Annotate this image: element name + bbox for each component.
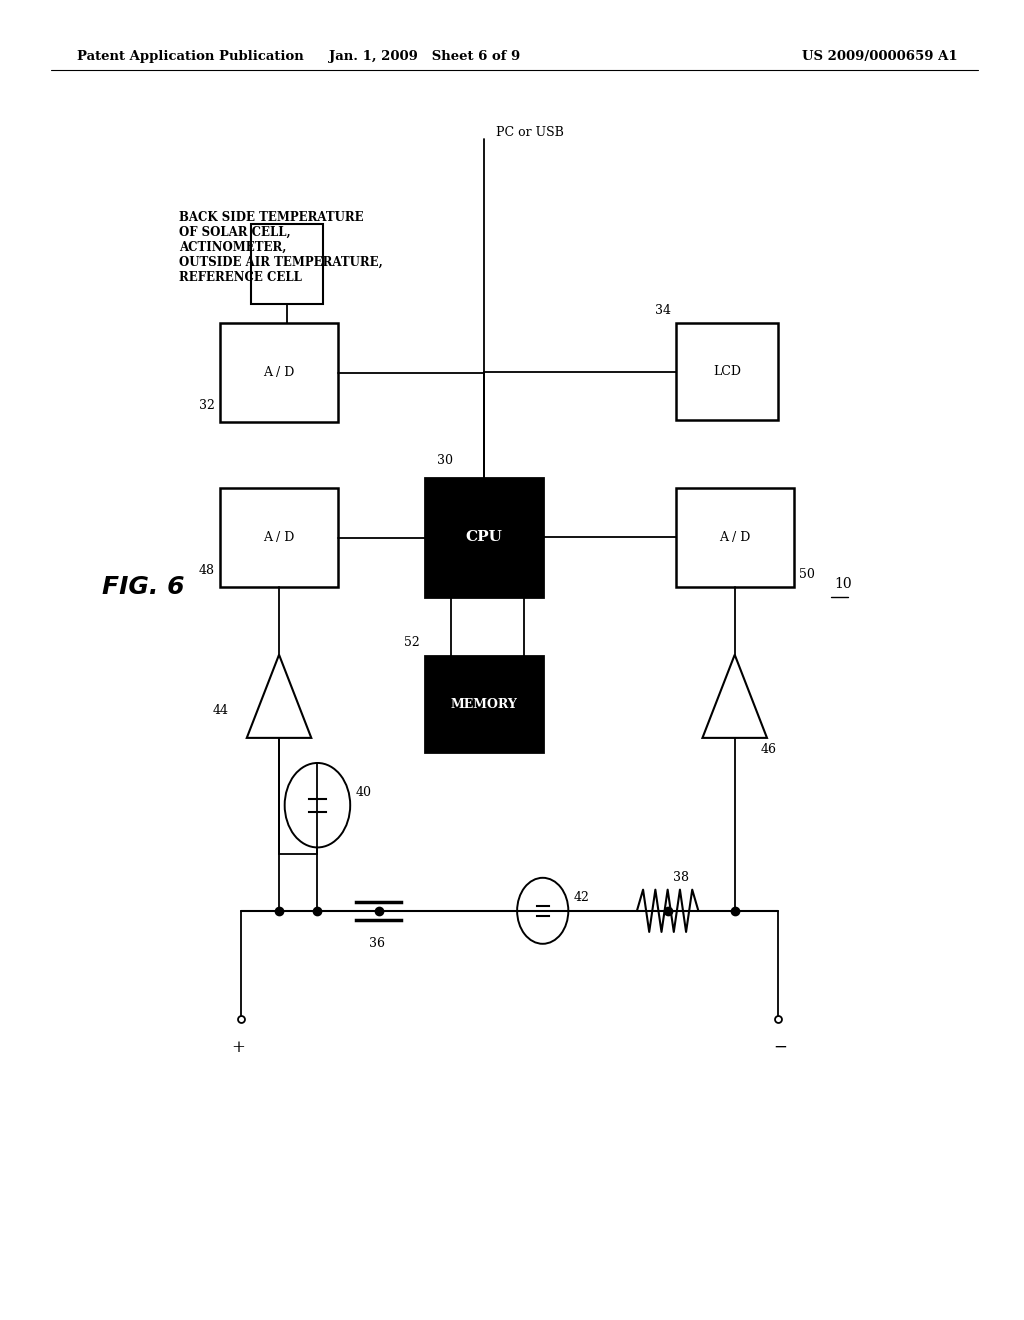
Text: FIG. 6: FIG. 6 (102, 576, 185, 599)
Bar (220, 488, 338, 587)
Text: 52: 52 (404, 636, 420, 649)
Text: 32: 32 (199, 399, 215, 412)
Text: 34: 34 (654, 304, 671, 317)
Text: 38: 38 (673, 871, 689, 884)
Text: A / D: A / D (263, 532, 295, 544)
Text: 10: 10 (835, 577, 852, 591)
Text: BACK SIDE TEMPERATURE
OF SOLAR CELL,
ACTINOMETER,
OUTSIDE AIR TEMPERATURE,
REFER: BACK SIDE TEMPERATURE OF SOLAR CELL, ACT… (179, 211, 383, 284)
Text: PC or USB: PC or USB (496, 125, 564, 139)
Text: 40: 40 (355, 785, 372, 799)
Text: 48: 48 (199, 564, 215, 577)
Bar (425, 478, 543, 597)
Text: 44: 44 (213, 704, 228, 717)
Text: A / D: A / D (719, 532, 751, 544)
Text: LCD: LCD (713, 366, 741, 378)
Bar (676, 323, 778, 420)
Text: 46: 46 (760, 743, 776, 756)
Text: 30: 30 (437, 454, 454, 467)
Bar (425, 656, 543, 752)
Text: CPU: CPU (465, 531, 503, 544)
Bar (251, 224, 323, 304)
Text: MEMORY: MEMORY (451, 698, 517, 710)
Text: Patent Application Publication: Patent Application Publication (77, 50, 303, 63)
Text: A / D: A / D (263, 367, 295, 379)
Text: US 2009/0000659 A1: US 2009/0000659 A1 (802, 50, 957, 63)
Text: +: + (231, 1039, 246, 1056)
Text: 36: 36 (369, 937, 385, 950)
Text: Jan. 1, 2009   Sheet 6 of 9: Jan. 1, 2009 Sheet 6 of 9 (330, 50, 520, 63)
Text: −: − (773, 1039, 787, 1056)
Bar (676, 488, 794, 587)
Text: 42: 42 (573, 891, 590, 904)
Bar (220, 323, 338, 422)
Text: 50: 50 (799, 568, 815, 581)
